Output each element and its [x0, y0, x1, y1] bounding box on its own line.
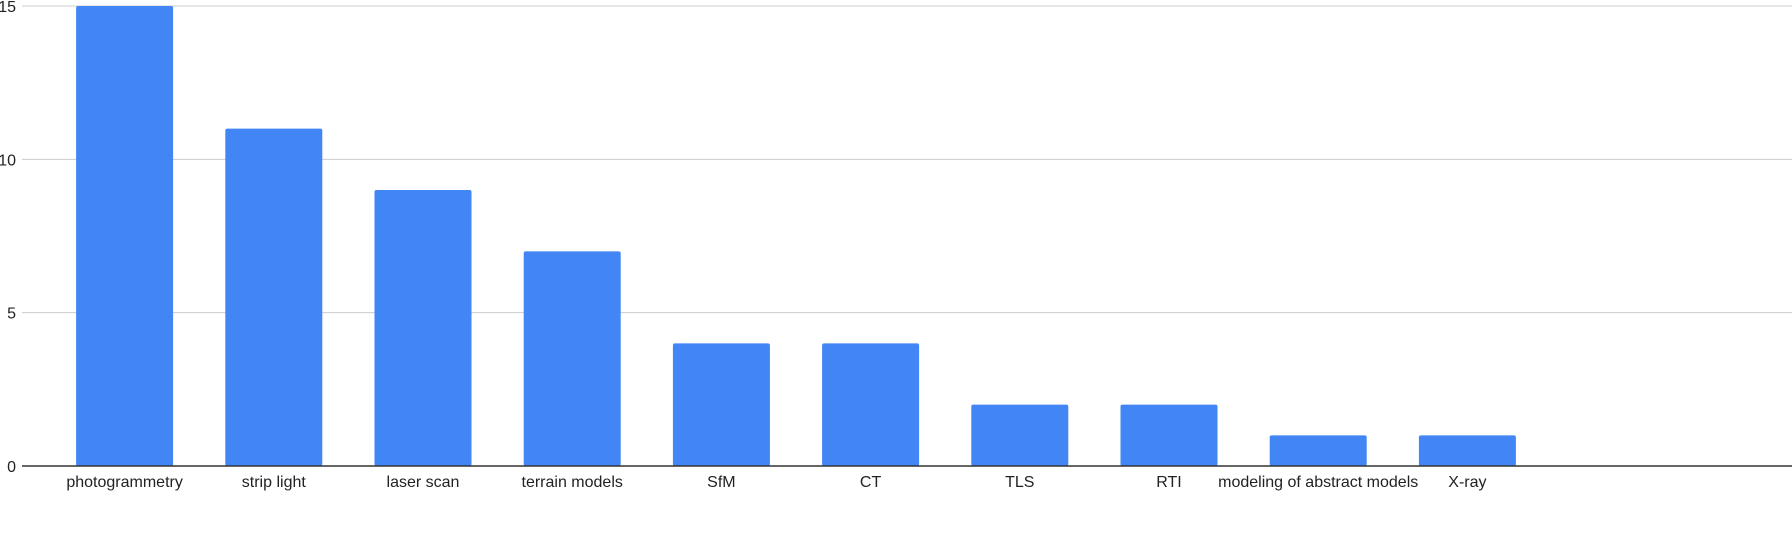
bar-strip-light[interactable]	[225, 128, 323, 466]
y-tick-label: 5	[7, 306, 16, 323]
x-axis-labels: photogrammetry strip light laser scan terra…	[66, 474, 1486, 491]
bar-modeling-of-abstract-models[interactable]	[1269, 435, 1367, 466]
x-tick-label: RTI	[1156, 474, 1181, 491]
x-tick-label: X-ray	[1448, 474, 1486, 491]
bar-photogrammetry[interactable]	[76, 6, 174, 466]
bar-rti[interactable]	[1120, 404, 1218, 466]
bar-x-ray[interactable]	[1418, 435, 1516, 466]
x-tick-label: terrain models	[522, 474, 623, 491]
bars	[76, 6, 1516, 466]
x-tick-label: CT	[860, 474, 882, 491]
x-tick-label: SfM	[707, 474, 735, 491]
bar-tls[interactable]	[971, 404, 1069, 466]
y-tick-label: 15	[0, 0, 16, 16]
x-tick-label: strip light	[242, 474, 307, 491]
x-tick-label: modeling of abstract models	[1218, 474, 1418, 491]
x-tick-label: laser scan	[387, 474, 460, 491]
bar-ct[interactable]	[822, 343, 920, 466]
x-tick-label: photogrammetry	[66, 474, 183, 491]
y-axis-ticks: 0 5 10 15	[0, 0, 16, 476]
bar-terrain-models[interactable]	[523, 251, 621, 466]
bar-laser-scan[interactable]	[374, 190, 472, 466]
bar-sfm[interactable]	[672, 343, 770, 466]
y-tick-label: 0	[7, 459, 16, 476]
y-tick-label: 10	[0, 152, 16, 169]
x-tick-label: TLS	[1005, 474, 1034, 491]
